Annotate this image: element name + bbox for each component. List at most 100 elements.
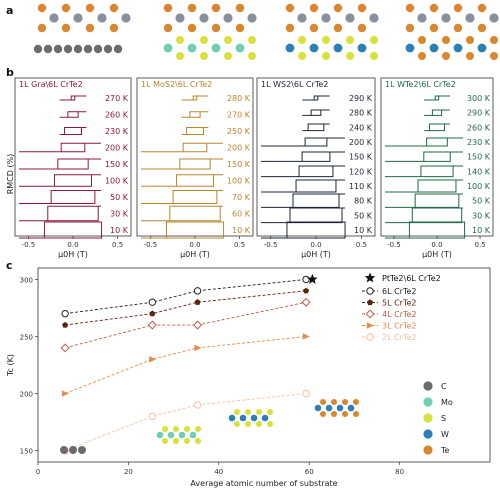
atom-legend-swatch — [423, 413, 433, 423]
hysteresis-loop — [261, 221, 346, 239]
panel-b-label: b — [6, 66, 14, 79]
cr-atom — [345, 13, 355, 23]
te-atom — [211, 3, 221, 13]
cr-atom — [441, 13, 451, 23]
temperature-label: 260 K — [105, 111, 129, 120]
cr-atom — [297, 13, 307, 23]
metal-atom — [235, 43, 245, 53]
chalcogen-atom — [248, 36, 256, 44]
panel-c-label: c — [6, 259, 13, 272]
chalcogen-atom — [173, 426, 179, 432]
hysteresis-loop — [385, 179, 463, 193]
hysteresis-loop — [181, 95, 209, 101]
cr-atom — [97, 13, 107, 23]
panel-b-rmcd-loops: RMCD (%) 1L Gra\6L CrTe2 -0.5 0.0 0.5 μ0H (T… — [6, 77, 494, 259]
y-tick-label: 200 — [20, 391, 33, 399]
te-atom — [429, 3, 439, 13]
te-atom — [357, 23, 367, 33]
legend-heterostructure: PtTe2\6L CrTe2 — [382, 274, 441, 283]
x-tick-label: 0.5 — [112, 241, 123, 249]
metal-atom — [178, 431, 186, 439]
structure-c — [33, 3, 131, 54]
hysteresis-loop — [141, 190, 223, 204]
atom-legend-label: Mo — [441, 398, 453, 407]
metal-atom — [189, 431, 197, 439]
data-point — [301, 297, 311, 307]
chalcogen-atom — [224, 36, 232, 44]
rmcd-subpanel-3: 1L WS2\6L CrTe2 -0.5 0.0 0.5 μ0H (T) 290 K 280… — [256, 77, 376, 259]
temperature-label: 150 K — [467, 153, 491, 162]
metal-atom — [347, 404, 355, 412]
chalcogen-atom — [195, 438, 201, 444]
te-atom — [37, 3, 47, 13]
chalcogen-atom — [322, 52, 330, 60]
te-atom — [61, 3, 71, 13]
series-line — [65, 278, 307, 315]
chalcogen-atom — [466, 36, 474, 44]
legend-series-label: 3L CrTe2 — [382, 322, 417, 331]
te-atom — [211, 23, 221, 33]
temperature-label: 50 K — [354, 211, 373, 220]
hysteresis-loop — [19, 142, 101, 153]
x-tick-label: 0.5 — [356, 241, 367, 249]
hysteresis-loop — [181, 127, 209, 135]
cr-atom — [223, 13, 233, 23]
x-axis-label: μ0H (T) — [422, 250, 452, 259]
temperature-label: 150 K — [349, 153, 373, 162]
x-tick-label: 0.5 — [234, 241, 245, 249]
x-tick-label: 20 — [124, 468, 133, 476]
metal-atom — [187, 43, 197, 53]
hysteresis-loop — [261, 179, 345, 193]
temperature-label: 280 K — [227, 94, 251, 103]
data-point — [61, 309, 69, 318]
data-point — [148, 298, 157, 306]
y-tick-label: 250 — [20, 333, 33, 341]
c-atom — [53, 44, 63, 54]
temperature-label: 10 K — [232, 226, 251, 235]
data-point — [366, 322, 374, 329]
hysteresis-loop — [385, 151, 463, 162]
chalcogen-atom — [442, 36, 450, 44]
structure-wte — [405, 3, 499, 60]
x-tick-label: 0.0 — [310, 241, 321, 249]
x-tick-label: 40 — [214, 468, 223, 476]
hysteresis-loop — [385, 221, 466, 239]
temperature-label: 280 K — [349, 109, 373, 118]
c-atom — [60, 446, 68, 454]
cr-atom — [49, 13, 59, 23]
te-atom — [405, 23, 415, 33]
te-atom — [357, 3, 367, 13]
te-atom — [109, 3, 119, 13]
cr-atom — [489, 13, 499, 23]
chalcogen-atom — [267, 409, 273, 415]
hysteresis-loop — [424, 95, 450, 101]
temperature-label: 50 K — [472, 197, 491, 206]
chalcogen-atom — [256, 421, 262, 427]
hysteresis-loop — [302, 109, 330, 116]
cr-atom — [465, 13, 475, 23]
legend-series-label: 5L CrTe2 — [382, 299, 417, 308]
temperature-label: 240 K — [349, 123, 373, 132]
illustration-mos — [156, 426, 201, 444]
atom-legend-swatch — [423, 381, 433, 391]
te-atom — [309, 23, 319, 33]
temperature-label: 150 K — [105, 160, 129, 169]
x-axis-label: μ0H (T) — [180, 250, 210, 259]
metal-atom — [405, 43, 415, 53]
rmcd-subpanel-2: 1L MoS2\6L CrTe2 -0.5 0.0 0.5 μ0H (T) 280 K 27… — [136, 77, 254, 259]
chalcogen-atom — [298, 36, 306, 44]
data-point — [193, 320, 203, 330]
hysteresis-loop — [19, 158, 101, 170]
c-atom — [43, 44, 53, 54]
hysteresis-loop — [424, 123, 450, 132]
data-point — [366, 299, 374, 306]
metal-atom — [228, 414, 236, 422]
te-atom — [85, 3, 95, 13]
data-point — [62, 321, 69, 328]
rmcd-subpanel-1: 1L Gra\6L CrTe2 -0.5 0.0 0.5 μ0H (T) 270 K 260… — [14, 77, 132, 259]
legend-series-label: 4L CrTe2 — [382, 310, 417, 319]
chalcogen-atom — [248, 52, 256, 60]
temperature-label: 230 K — [105, 127, 129, 136]
temperature-label: 50 K — [110, 193, 129, 202]
atom-legend-swatch — [423, 397, 433, 407]
